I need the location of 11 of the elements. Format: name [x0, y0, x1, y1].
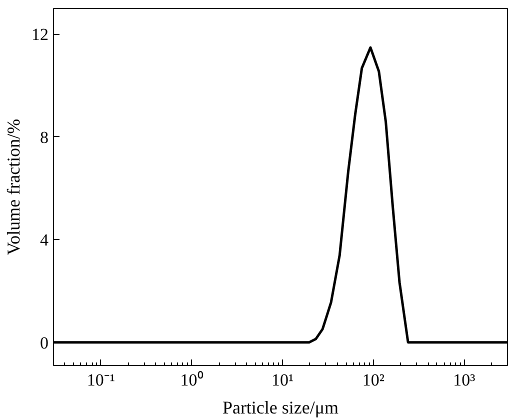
y-tick-label: 12 [32, 25, 48, 44]
x-tick-label: 10⁰ [180, 370, 204, 390]
y-axis-title: Volume fraction/% [4, 118, 24, 256]
x-tick-label: 10³ [453, 370, 476, 390]
x-tick-label: 10⁻¹ [86, 370, 116, 390]
x-tick-label: 10¹ [272, 370, 294, 390]
y-tick-label: 4 [40, 230, 49, 250]
y-tick-label: 8 [40, 128, 48, 147]
y-tick-label: 0 [40, 333, 48, 352]
x-axis-title: Particle size/μm [222, 398, 339, 418]
x-tick-label: 10² [362, 370, 384, 390]
